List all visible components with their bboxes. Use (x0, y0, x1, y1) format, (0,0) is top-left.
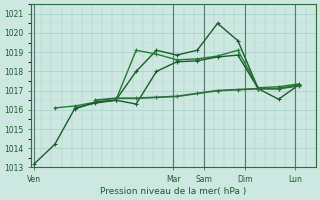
X-axis label: Pression niveau de la mer( hPa ): Pression niveau de la mer( hPa ) (100, 187, 247, 196)
